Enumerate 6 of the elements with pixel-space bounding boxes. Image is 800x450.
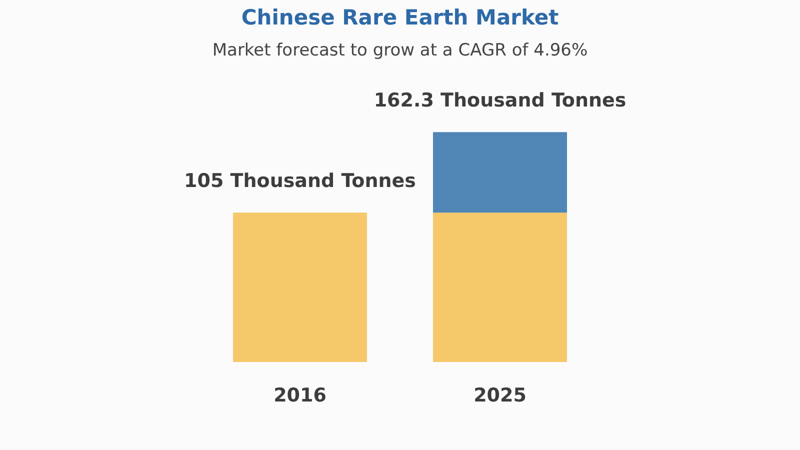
annotation: 105 Thousand Tonnes <box>184 170 416 192</box>
chart-title: Chinese Rare Earth Market <box>241 6 559 30</box>
x-tick-label: 2025 <box>474 384 526 406</box>
annotation: 162.3 Thousand Tonnes <box>374 90 626 112</box>
chart-subtitle: Market forecast to grow at a CAGR of 4.96% <box>212 40 588 60</box>
x-tick-label: 2016 <box>274 384 326 406</box>
